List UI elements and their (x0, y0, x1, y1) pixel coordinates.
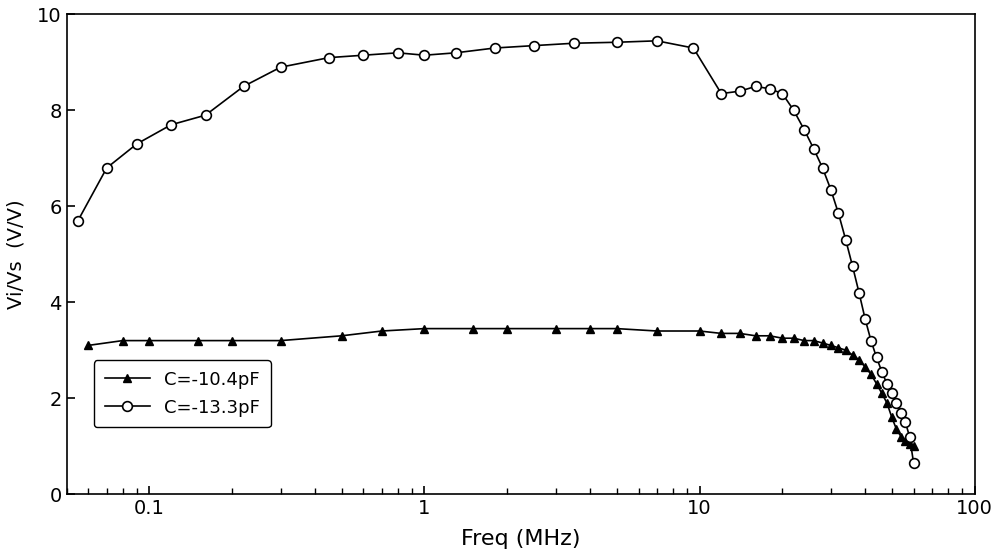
C=-10.4pF (853, 356, 865, 363)
C=-10.4pF (899, 438, 911, 445)
C=-10.4pF (859, 364, 871, 370)
C=-13.3pF (357, 52, 369, 58)
Line: C=-13.3pF: C=-13.3pF (73, 36, 918, 468)
C=-10.4pF (825, 342, 837, 349)
C=-13.3pF (131, 141, 143, 147)
C=-13.3pF (323, 54, 335, 61)
C=-10.4pF (192, 337, 204, 344)
C=-13.3pF (865, 337, 877, 344)
C=-10.4pF (840, 347, 852, 354)
C=-10.4pF (715, 330, 727, 337)
C=-10.4pF (584, 325, 596, 332)
C=-10.4pF (832, 345, 844, 351)
X-axis label: Freq (MHz): Freq (MHz) (461, 529, 580, 549)
C=-13.3pF (651, 37, 663, 44)
C=-13.3pF (750, 83, 762, 90)
C=-13.3pF (798, 126, 810, 133)
C=-10.4pF (895, 433, 907, 440)
C=-13.3pF (776, 90, 788, 97)
C=-13.3pF (200, 112, 212, 118)
C=-10.4pF (336, 332, 348, 339)
C=-13.3pF (876, 369, 888, 375)
C=-13.3pF (788, 107, 800, 114)
C=-10.4pF (82, 342, 94, 349)
C=-10.4pF (871, 380, 883, 387)
C=-13.3pF (890, 400, 902, 406)
C=-13.3pF (847, 263, 859, 270)
C=-10.4pF (876, 390, 888, 396)
C=-10.4pF (886, 414, 898, 421)
C=-10.4pF (908, 443, 920, 449)
C=-13.3pF (886, 390, 898, 396)
C=-10.4pF (881, 400, 893, 406)
C=-13.3pF (899, 419, 911, 425)
C=-10.4pF (143, 337, 155, 344)
C=-10.4pF (904, 440, 916, 447)
C=-10.4pF (764, 332, 776, 339)
C=-10.4pF (808, 337, 820, 344)
C=-13.3pF (238, 83, 250, 90)
C=-10.4pF (865, 371, 877, 378)
C=-13.3pF (687, 44, 699, 51)
C=-13.3pF (832, 210, 844, 217)
C=-10.4pF (117, 337, 129, 344)
C=-13.3pF (418, 52, 430, 58)
C=-13.3pF (881, 380, 893, 387)
Line: C=-10.4pF: C=-10.4pF (84, 325, 918, 450)
C=-10.4pF (376, 327, 388, 334)
C=-13.3pF (825, 186, 837, 193)
C=-10.4pF (467, 325, 479, 332)
C=-13.3pF (808, 146, 820, 152)
C=-10.4pF (776, 335, 788, 341)
C=-10.4pF (550, 325, 562, 332)
C=-13.3pF (904, 433, 916, 440)
C=-13.3pF (489, 44, 501, 51)
C=-10.4pF (418, 325, 430, 332)
C=-13.3pF (859, 316, 871, 322)
C=-13.3pF (392, 49, 404, 56)
C=-10.4pF (651, 327, 663, 334)
C=-13.3pF (568, 40, 580, 47)
C=-10.4pF (226, 337, 238, 344)
C=-13.3pF (165, 121, 177, 128)
C=-13.3pF (817, 165, 829, 171)
C=-10.4pF (890, 426, 902, 433)
Legend: C=-10.4pF, C=-13.3pF: C=-10.4pF, C=-13.3pF (94, 360, 271, 428)
Y-axis label: Vi/Vs  (V/V): Vi/Vs (V/V) (7, 200, 26, 309)
C=-13.3pF (908, 460, 920, 466)
C=-13.3pF (853, 289, 865, 296)
C=-13.3pF (611, 39, 623, 46)
C=-10.4pF (694, 327, 706, 334)
C=-13.3pF (764, 86, 776, 92)
C=-10.4pF (847, 351, 859, 358)
C=-10.4pF (788, 335, 800, 341)
C=-10.4pF (275, 337, 287, 344)
C=-10.4pF (734, 330, 746, 337)
C=-13.3pF (450, 49, 462, 56)
C=-10.4pF (611, 325, 623, 332)
C=-10.4pF (817, 340, 829, 346)
C=-10.4pF (798, 337, 810, 344)
C=-13.3pF (528, 42, 540, 49)
C=-13.3pF (734, 88, 746, 95)
C=-10.4pF (501, 325, 513, 332)
C=-13.3pF (72, 217, 84, 224)
C=-10.4pF (750, 332, 762, 339)
C=-13.3pF (840, 236, 852, 243)
C=-13.3pF (871, 354, 883, 361)
C=-13.3pF (275, 64, 287, 71)
C=-13.3pF (715, 90, 727, 97)
C=-13.3pF (101, 165, 113, 171)
C=-13.3pF (895, 409, 907, 416)
